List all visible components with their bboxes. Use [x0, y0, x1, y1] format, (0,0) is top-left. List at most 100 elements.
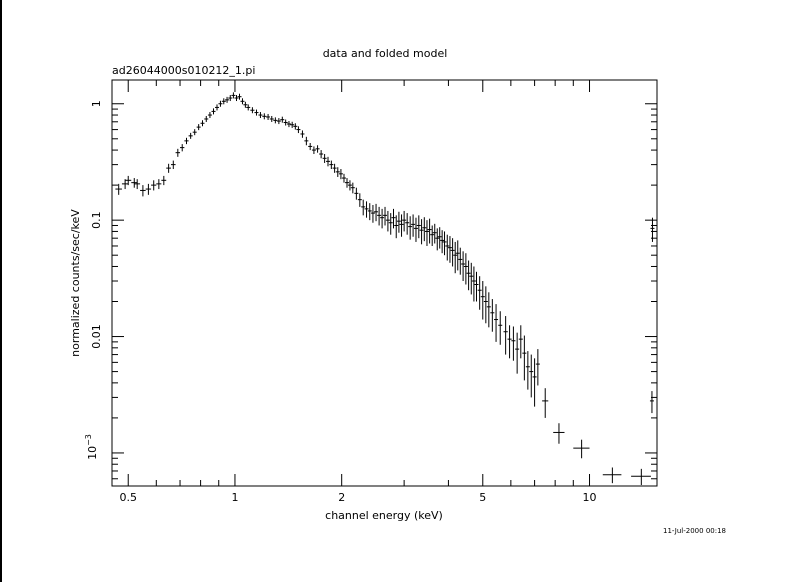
y-axis-tick-labels: 1 0.1 0.01: [90, 100, 103, 349]
data-point: [471, 266, 476, 302]
data-point: [391, 208, 396, 229]
data-point: [357, 193, 362, 207]
data-point: [319, 150, 324, 159]
data-point: [374, 203, 379, 222]
data-point: [145, 183, 152, 195]
data-point: [405, 213, 410, 235]
data-point: [311, 146, 316, 155]
x-axis-tick-labels: 0.5 1 2 5 10: [119, 491, 596, 504]
data-point: [650, 217, 655, 242]
data-point: [422, 217, 427, 242]
data-point: [180, 144, 185, 152]
x-tick-label: 0.5: [119, 491, 137, 504]
y-tick-label: 0.1: [90, 211, 103, 229]
x-axis-label: channel energy (keV): [325, 509, 443, 522]
data-point: [308, 143, 313, 151]
data-point: [437, 227, 442, 249]
data-point: [483, 286, 488, 324]
data-point: [338, 169, 343, 180]
data-point: [276, 118, 281, 125]
data-point: [466, 260, 471, 291]
data-point: [399, 214, 404, 237]
data-point: [300, 130, 305, 138]
data-point: [402, 210, 407, 232]
data-point: [237, 93, 242, 100]
data-point: [250, 107, 255, 114]
data-point: [125, 175, 132, 186]
data-point: [254, 109, 259, 116]
data-point: [383, 206, 388, 226]
data-point: [175, 148, 181, 157]
chart-subtitle: ad26044000s010212_1.pi: [112, 64, 255, 77]
data-point: [573, 439, 590, 459]
data-point: [455, 240, 460, 271]
data-point: [234, 95, 239, 102]
data-point: [480, 281, 485, 320]
data-point: [649, 391, 654, 414]
data-point: [280, 116, 285, 123]
data-point: [486, 292, 491, 328]
data-point: [211, 108, 216, 115]
data-point: [442, 231, 447, 256]
data-point: [228, 95, 233, 102]
data-point: [115, 183, 122, 195]
data-point: [408, 216, 413, 240]
data-point: [427, 218, 432, 244]
plot-frame: [111, 79, 658, 487]
y-tick-label: 0.01: [90, 324, 103, 349]
data-point: [184, 137, 189, 145]
timestamp-footer: 11-Jul-2000 00:18: [663, 527, 726, 535]
data-point: [388, 213, 393, 235]
data-point: [411, 214, 416, 237]
y-axis-label: normalized counts/sec/keV: [69, 209, 82, 357]
data-point: [602, 467, 622, 484]
data-point: [494, 304, 499, 342]
data-point: [262, 113, 267, 120]
data-point: [221, 98, 226, 105]
data-point: [477, 276, 482, 310]
data-point: [535, 349, 540, 386]
data-point: [293, 123, 298, 130]
data-point: [430, 225, 435, 246]
data-point: [315, 145, 320, 153]
data-point: [529, 354, 534, 398]
data-point: [258, 112, 263, 119]
data-point: [329, 160, 334, 170]
data-point: [231, 92, 236, 99]
data-point: [440, 230, 445, 254]
window-left-edge: [0, 0, 2, 582]
data-point: [424, 220, 429, 246]
data-point: [553, 423, 565, 444]
data-point: [243, 101, 248, 108]
data-point: [396, 211, 401, 233]
y-tick-label-0.001: 10−3: [84, 434, 99, 460]
data-point: [296, 126, 301, 134]
data-point: [542, 388, 549, 418]
data-point: [367, 203, 372, 221]
data-point: [458, 247, 463, 275]
data-point: [192, 129, 197, 136]
data-point: [447, 236, 452, 263]
y-axis-ticks: [112, 103, 657, 480]
data-point: [196, 124, 201, 131]
x-tick-label: 5: [479, 491, 486, 504]
data-point: [511, 326, 516, 361]
data-point: [218, 100, 223, 107]
data-point: [394, 215, 399, 239]
data-point: [335, 167, 340, 177]
data-point: [490, 299, 495, 332]
data-point: [170, 160, 176, 170]
data-point: [453, 241, 458, 274]
data-point: [332, 163, 337, 173]
data-point: [134, 179, 141, 190]
data-point: [503, 316, 508, 355]
x-tick-label: 2: [338, 491, 345, 504]
data-point: [463, 253, 468, 285]
data-point: [240, 98, 245, 105]
data-point: [266, 113, 271, 120]
data-point: [215, 104, 220, 111]
data-point: [290, 121, 295, 128]
data-point: [341, 173, 346, 183]
data-point: [631, 468, 651, 486]
